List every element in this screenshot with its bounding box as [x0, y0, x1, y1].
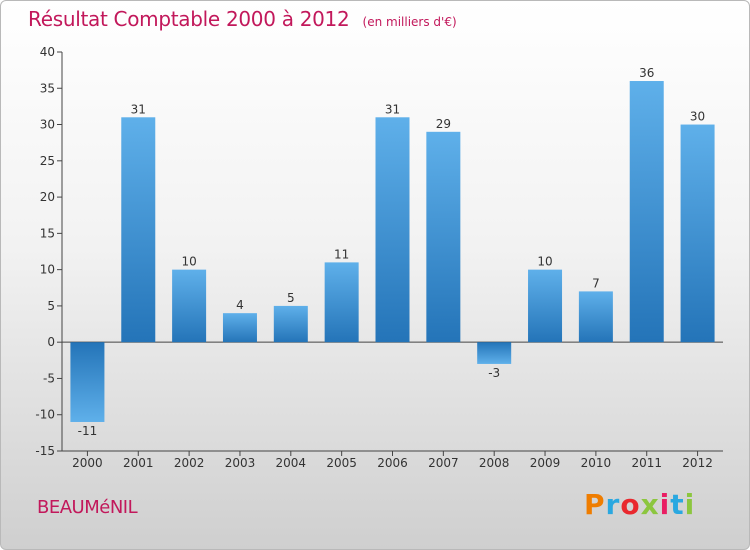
y-tick-label: 35 [40, 81, 55, 95]
logo-letter: i [659, 488, 671, 521]
x-tick-label: 2009 [530, 456, 561, 470]
x-tick-label: 2002 [174, 456, 205, 470]
chart-bars [70, 81, 715, 422]
bar [477, 342, 512, 364]
x-tick-label: 2008 [479, 456, 510, 470]
chart-subtitle: (en milliers d'€) [362, 15, 457, 29]
y-tick-label: 30 [40, 118, 55, 132]
bar-value-label: 7 [592, 276, 600, 290]
x-tick-label: 2012 [682, 456, 713, 470]
bar [680, 124, 715, 343]
bar [426, 131, 461, 343]
bar [629, 81, 664, 343]
chart-title: Résultat Comptable 2000 à 2012 [28, 7, 350, 31]
bar-value-label: 31 [131, 102, 146, 116]
x-tick-label: 2004 [276, 456, 307, 470]
x-tick-label: 2011 [631, 456, 662, 470]
bar [324, 262, 359, 343]
bar-value-label: 36 [639, 66, 654, 80]
y-tick-label: 25 [40, 154, 55, 168]
bar [578, 291, 613, 343]
bar [222, 313, 257, 343]
x-tick-label: 2005 [326, 456, 357, 470]
y-tick-label: 10 [40, 263, 55, 277]
logo-letter: o [620, 488, 641, 521]
x-tick-label: 2007 [428, 456, 459, 470]
bar-value-label: 10 [537, 255, 552, 269]
proxiti-logo[interactable]: Proxiti [584, 488, 695, 521]
bar-value-label: 5 [287, 291, 295, 305]
bar [172, 269, 207, 343]
bar-value-label: -3 [488, 366, 500, 380]
bar [121, 117, 156, 343]
y-tick-label: 20 [40, 190, 55, 204]
y-tick-label: 5 [47, 299, 55, 313]
bar [273, 305, 308, 343]
x-tick-label: 2010 [581, 456, 612, 470]
logo-letter: P [584, 488, 606, 521]
y-tick-label: 0 [47, 335, 55, 349]
logo-letter: x [640, 488, 660, 521]
y-tick-label: 40 [40, 45, 55, 59]
y-tick-label: -10 [35, 408, 55, 422]
y-tick-label: 15 [40, 226, 55, 240]
x-tick-label: 2006 [377, 456, 408, 470]
logo-letter: i [684, 488, 696, 521]
bar-value-label: 11 [334, 247, 349, 261]
x-tick-label: 2001 [123, 456, 154, 470]
logo-letter: t [670, 488, 685, 521]
logo-letter: r [605, 488, 621, 521]
bar-value-label: 4 [236, 298, 244, 312]
x-tick-label: 2003 [225, 456, 256, 470]
title-row: Résultat Comptable 2000 à 2012 (en milli… [28, 7, 457, 31]
bar-value-label: 10 [181, 255, 196, 269]
commune-name: BEAUMéNIL [37, 497, 138, 518]
bar [70, 342, 105, 422]
bar-value-label: 31 [385, 102, 400, 116]
bar-value-label: -11 [78, 424, 98, 438]
bar [375, 117, 410, 343]
x-tick-label: 2000 [72, 456, 103, 470]
bar-value-label: 30 [690, 110, 705, 124]
bar [528, 269, 563, 343]
chart-data-labels: -11 31 10 4 5 11 31 29 -3 10 7 36 30 [78, 66, 706, 438]
chart-axes: -15 -10 -5 0 5 10 15 20 25 30 35 40 2000 2001 2002 2003… [35, 45, 723, 470]
bar-value-label: 29 [436, 117, 451, 131]
y-tick-label: -15 [35, 444, 55, 458]
y-tick-label: -5 [43, 371, 55, 385]
